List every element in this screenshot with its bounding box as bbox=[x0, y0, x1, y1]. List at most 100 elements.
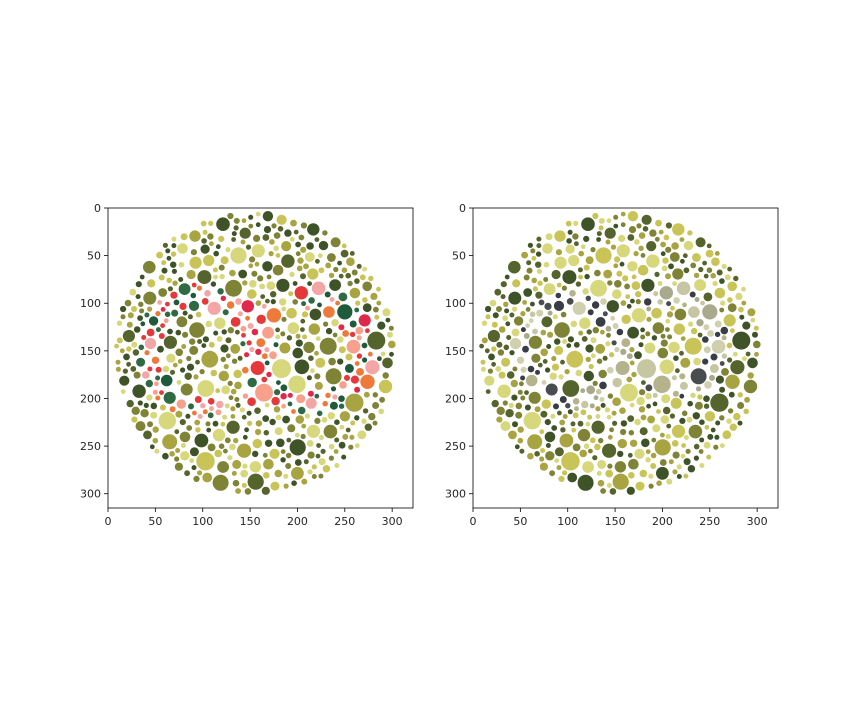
background-dot bbox=[320, 448, 326, 454]
figure-dot bbox=[201, 298, 209, 305]
background-dot bbox=[680, 357, 691, 368]
background-dot bbox=[327, 253, 336, 262]
background-dot bbox=[315, 258, 320, 264]
y-tick-label: 0 bbox=[94, 202, 101, 215]
background-dot bbox=[650, 463, 657, 469]
y-tick-label: 50 bbox=[87, 250, 101, 263]
figure-dot bbox=[281, 403, 286, 409]
background-dot bbox=[703, 403, 710, 409]
background-dot bbox=[337, 260, 342, 266]
background-dot bbox=[656, 466, 669, 480]
background-dot bbox=[531, 353, 541, 363]
background-dot bbox=[530, 301, 535, 307]
background-dot bbox=[681, 410, 688, 417]
background-dot bbox=[675, 368, 680, 374]
background-dot bbox=[566, 343, 572, 348]
axes-frame-left bbox=[107, 207, 414, 509]
figure-dot bbox=[600, 298, 607, 305]
panel-right: 0 50 100 150 200 250 300 0 50 100 150 200 250 300 bbox=[445, 202, 779, 528]
figure-dot bbox=[207, 398, 215, 405]
background-dot bbox=[523, 274, 530, 281]
figure-dot bbox=[188, 300, 200, 311]
background-dot bbox=[530, 248, 536, 254]
figure-dot bbox=[155, 395, 161, 401]
background-dot bbox=[494, 288, 502, 296]
background-dot bbox=[124, 299, 132, 307]
background-dot bbox=[500, 294, 506, 300]
background-dot bbox=[498, 371, 506, 379]
background-dot bbox=[641, 214, 652, 225]
background-dot bbox=[389, 351, 394, 357]
background-dot bbox=[205, 320, 213, 328]
background-dot bbox=[233, 217, 240, 224]
background-dot bbox=[567, 472, 578, 483]
figure-dot bbox=[522, 345, 529, 353]
background-dot bbox=[182, 331, 189, 338]
background-dot bbox=[199, 369, 205, 375]
background-dot bbox=[307, 281, 312, 286]
background-dot bbox=[287, 424, 296, 433]
background-dot bbox=[496, 306, 502, 312]
background-dot bbox=[306, 375, 312, 381]
background-dot bbox=[737, 402, 745, 409]
background-dot bbox=[504, 274, 510, 280]
figure-dot bbox=[555, 292, 562, 299]
background-dot bbox=[270, 299, 276, 305]
background-dot bbox=[225, 279, 242, 297]
background-dot bbox=[663, 234, 670, 241]
background-dot bbox=[634, 239, 640, 245]
background-dot bbox=[180, 451, 190, 461]
background-dot bbox=[607, 280, 613, 286]
background-dot bbox=[613, 223, 619, 229]
background-dot bbox=[373, 306, 379, 313]
background-dot bbox=[180, 233, 188, 241]
figure-dot bbox=[344, 363, 354, 373]
background-dot bbox=[300, 433, 306, 440]
figure-dot bbox=[679, 393, 685, 399]
background-dot bbox=[728, 391, 735, 398]
background-dot bbox=[535, 261, 542, 268]
figure-dot bbox=[266, 371, 272, 378]
figure-dot bbox=[262, 326, 274, 339]
background-dot bbox=[687, 465, 696, 473]
background-dot bbox=[234, 381, 242, 390]
figure-dot bbox=[702, 358, 709, 365]
background-dot bbox=[206, 427, 212, 433]
figure-dot bbox=[612, 323, 619, 329]
background-dot bbox=[290, 219, 297, 227]
background-dot bbox=[314, 417, 321, 424]
background-dot bbox=[182, 310, 188, 316]
background-dot bbox=[646, 241, 657, 252]
background-dot bbox=[171, 268, 177, 274]
y-tick-label: 0 bbox=[459, 202, 466, 215]
background-dot bbox=[666, 423, 672, 429]
background-dot bbox=[558, 374, 564, 380]
background-dot bbox=[742, 321, 751, 330]
background-dot bbox=[588, 448, 593, 454]
background-dot bbox=[225, 353, 231, 359]
figure-dot bbox=[673, 297, 680, 304]
background-dot bbox=[143, 291, 157, 305]
background-dot bbox=[537, 362, 543, 368]
background-dot bbox=[606, 482, 612, 488]
background-dot bbox=[660, 333, 666, 339]
background-dot bbox=[692, 412, 700, 420]
background-dot bbox=[272, 264, 284, 276]
background-dot bbox=[484, 375, 495, 386]
background-dot bbox=[535, 251, 542, 257]
background-dot bbox=[520, 395, 526, 401]
background-dot bbox=[544, 431, 556, 443]
background-dot bbox=[120, 305, 127, 313]
figure-dot bbox=[287, 392, 293, 398]
background-dot bbox=[554, 322, 570, 338]
figure-dot bbox=[159, 390, 164, 395]
figure-dot bbox=[324, 291, 331, 298]
background-dot bbox=[362, 408, 369, 414]
background-dot bbox=[242, 463, 248, 469]
figure-dot bbox=[196, 285, 202, 291]
figure-dot bbox=[595, 388, 602, 395]
background-dot bbox=[223, 448, 228, 454]
background-dot bbox=[254, 261, 260, 267]
background-dot bbox=[496, 341, 503, 348]
background-dot bbox=[754, 351, 759, 357]
